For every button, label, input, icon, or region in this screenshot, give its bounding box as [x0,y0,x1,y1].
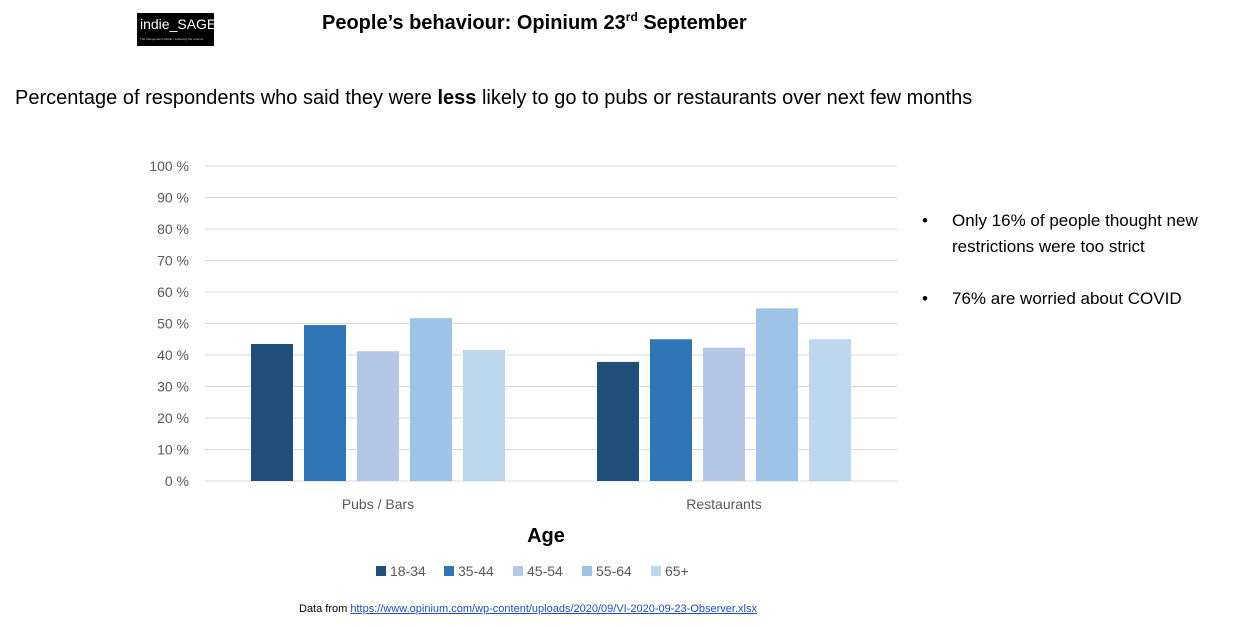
x-tick-label: Pubs / Bars [342,496,414,512]
subtitle-bold: less [437,87,477,109]
data-source: Data from https://www.opinium.com/wp-con… [299,603,757,615]
legend-swatch [444,566,454,576]
note-item: • 76% are worried about COVID [922,286,1232,312]
y-tick-label: 60 % [157,284,189,300]
title-main: People’s behaviour: Opinium 23 [322,12,626,34]
y-tick-label: 20 % [157,410,189,426]
bar-18-34 [597,361,639,481]
notes-list: • Only 16% of people thought new restrict… [922,208,1232,338]
y-tick-label: 30 % [157,379,189,395]
legend-swatch [651,566,661,576]
bar-35-44 [304,325,346,481]
y-tick-label: 50 % [157,316,189,332]
subtitle-before: Percentage of respondents who said they … [15,87,438,109]
x-tick-label: Restaurants [686,496,761,512]
y-tick-label: 40 % [157,347,189,363]
title-superscript: rd [625,10,638,24]
page-title: People’s behaviour: Opinium 23rd Septemb… [322,10,747,35]
y-tick-label: 80 % [157,221,189,237]
legend-swatch [513,566,523,576]
note-text: Only 16% of people thought new restricti… [952,211,1198,256]
y-tick-label: 10 % [157,442,189,458]
legend-swatch [582,566,592,576]
bar-45-54 [357,351,399,481]
y-tick-label: 70 % [157,253,189,269]
bar-45-54 [703,347,745,481]
logo-text: indie_SAGE [140,16,217,32]
legend-label: 55-64 [596,563,632,579]
source-prefix: Data from [299,603,351,615]
note-text: 76% are worried about COVID [952,289,1182,308]
bullet-icon: • [922,289,928,308]
bar-65+ [809,339,851,481]
bar-55-64 [756,308,798,481]
chart-subtitle: Percentage of respondents who said they … [15,86,972,110]
y-tick-label: 0 % [165,473,189,489]
note-item: • Only 16% of people thought new restrict… [922,208,1232,260]
bullet-icon: • [922,211,928,230]
indie-sage-logo: indie_SAGE The Independent SAGE • Follow… [137,13,217,46]
bar-65+ [463,349,505,481]
bar-35-44 [650,339,692,481]
bar-55-64 [410,318,452,481]
subtitle-after: likely to go to pubs or restaurants over… [476,87,973,109]
source-link[interactable]: https://www.opinium.com/wp-content/uploa… [350,603,757,615]
legend-label: 65+ [665,563,689,579]
legend-label: 45-54 [527,563,563,579]
title-suffix: September [637,12,747,34]
bar-18-34 [251,343,293,481]
legend-swatch [376,566,386,576]
legend-title: Age [527,525,565,547]
logo-tagline: The Independent SAGE • Following the sci… [140,37,204,41]
legend-label: 18-34 [390,563,426,579]
legend-label: 35-44 [458,563,494,579]
y-tick-label: 90 % [157,190,189,206]
y-tick-label: 100 % [149,158,189,174]
